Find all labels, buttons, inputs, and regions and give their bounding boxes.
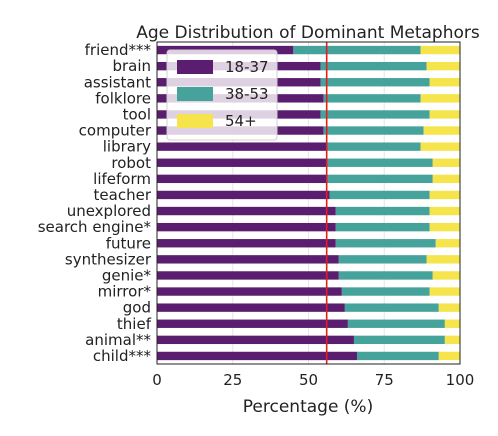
x-tick-label: 0 (152, 371, 162, 389)
bar-segment (326, 158, 433, 167)
bar-segment (344, 303, 439, 312)
chart-title: Age Distribution of Dominant Metaphors (136, 23, 480, 43)
x-tick-label: 50 (299, 371, 318, 389)
bar-segment (429, 206, 460, 216)
bar-segment (420, 142, 460, 151)
bar-segment (320, 110, 430, 119)
bar-segment (429, 287, 460, 296)
y-tick-label: robot (111, 154, 151, 172)
bar-segment (335, 222, 430, 232)
bar-segment (157, 303, 345, 312)
x-tick-label: 75 (375, 371, 394, 389)
bar-segment (353, 335, 445, 345)
plot-frame (156, 41, 461, 365)
bar-segment (420, 45, 460, 55)
bar-segment (323, 94, 421, 103)
y-tick-label: brain (112, 57, 151, 75)
bar-segment (320, 78, 430, 87)
x-axis-label: Percentage (%) (243, 397, 373, 417)
bar-segment (438, 303, 460, 312)
bar-segment (429, 78, 460, 87)
bar-segment (429, 222, 460, 232)
legend-swatch (177, 60, 213, 74)
bar-segment (326, 174, 433, 184)
x-tick-labels: 0 25 50 75 100 (152, 371, 474, 389)
y-tick-label: folklore (95, 89, 151, 107)
bar-segment (435, 239, 460, 248)
bar-segment (429, 190, 460, 200)
y-tick-label: teacher (94, 186, 152, 204)
y-tick-label: genie* (102, 266, 152, 284)
bar-segment (426, 255, 460, 264)
bar-segment (356, 351, 439, 361)
bar-segment (423, 126, 460, 135)
bar-segment (157, 271, 339, 280)
bar-segment (320, 61, 427, 71)
y-tick-label: future (106, 234, 151, 252)
bar-segment (341, 287, 430, 296)
bar-segment (335, 206, 430, 216)
y-tick-label: search engine* (38, 218, 152, 236)
bar-segment (420, 94, 460, 103)
bar-segment (157, 335, 354, 345)
y-tick-label: animal** (85, 331, 151, 349)
bar-segment (429, 110, 460, 119)
bar-segment (157, 287, 342, 296)
y-tick-label: assistant (84, 73, 151, 91)
bar-segment (157, 142, 327, 151)
legend-swatch (177, 87, 213, 101)
y-tick-label: library (103, 138, 151, 156)
y-tick-labels: friend***brainassistantfolkloretoolcompu… (38, 41, 152, 365)
legend: 18-37 38-53 54+ (166, 49, 278, 141)
bar-segment (444, 335, 460, 345)
bar-segment (432, 158, 460, 167)
bar-segment (157, 351, 357, 361)
bar-segment (157, 319, 348, 328)
bar-segment (157, 190, 330, 200)
bar-segment (432, 174, 460, 184)
y-tick-label: unexplored (67, 202, 151, 220)
legend-label: 54+ (225, 112, 257, 130)
bar-segment (338, 271, 433, 280)
x-tick-label: 25 (223, 371, 242, 389)
y-tick-label: synthesizer (65, 250, 152, 268)
bar-segment (335, 239, 436, 248)
bar-segment (323, 126, 424, 135)
y-tick-label: computer (79, 122, 152, 140)
bar-segment (157, 222, 336, 232)
bar-segment (329, 190, 430, 200)
bar-segment (338, 255, 427, 264)
bar-segment (293, 45, 421, 55)
y-tick-label: child*** (93, 347, 152, 365)
legend-label: 38-53 (225, 85, 269, 103)
y-tick-label: friend*** (85, 41, 152, 59)
legend-swatch (177, 114, 213, 128)
bar-segment (432, 271, 460, 280)
bar-segment (157, 206, 336, 216)
bar-segment (157, 255, 339, 264)
bar-segment (157, 174, 327, 184)
bar-segment (347, 319, 445, 328)
bar-segment (426, 61, 460, 71)
legend-label: 18-37 (225, 58, 269, 76)
y-tick-label: lifeform (93, 170, 151, 188)
y-tick-label: god (123, 299, 151, 317)
y-tick-label: thief (117, 315, 152, 333)
bar-segment (444, 319, 460, 328)
y-tick-label: tool (123, 105, 151, 123)
bar-segment (326, 142, 421, 151)
bar-segment (157, 158, 327, 167)
x-tick-label: 100 (446, 371, 475, 389)
bar-segment (438, 351, 460, 361)
y-tick-label: mirror* (98, 283, 152, 301)
bar-segment (157, 239, 336, 248)
